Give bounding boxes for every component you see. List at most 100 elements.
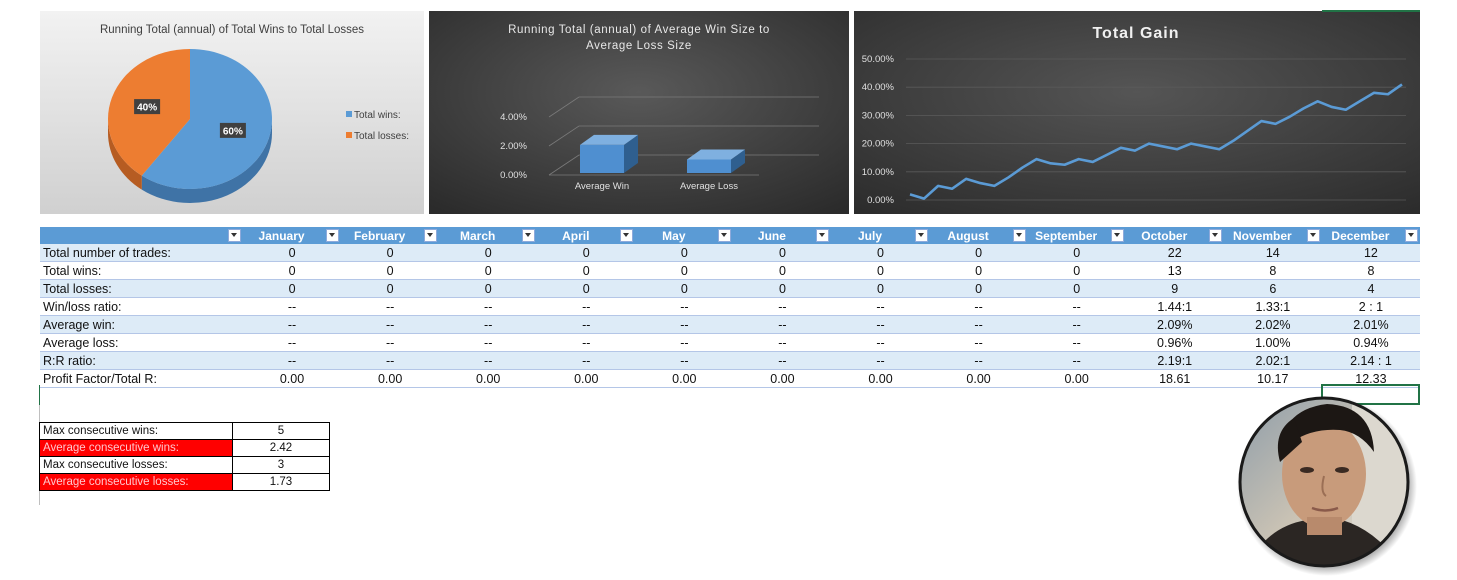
table-cell[interactable]: 10.17 (1223, 369, 1322, 388)
table-cell[interactable]: 0.00 (635, 369, 734, 388)
table-cell[interactable]: 0.96% (1125, 333, 1224, 352)
table-cell[interactable]: -- (831, 333, 930, 352)
table-cell[interactable]: 14 (1223, 244, 1322, 262)
summary-value[interactable]: 1.73 (232, 473, 330, 491)
header-april[interactable]: April (537, 227, 636, 244)
table-cell[interactable]: -- (1027, 297, 1126, 316)
header-july[interactable]: July (831, 227, 930, 244)
table-cell[interactable]: -- (439, 315, 538, 334)
row-label[interactable]: Average win: (40, 315, 243, 334)
table-cell[interactable]: 0 (243, 244, 342, 262)
table-cell[interactable]: -- (341, 333, 440, 352)
table-cell[interactable]: 0.94% (1321, 333, 1420, 352)
table-cell[interactable]: 8 (1321, 261, 1420, 280)
table-cell[interactable]: 0 (733, 261, 832, 280)
table-cell[interactable]: 0 (243, 279, 342, 298)
filter-dropdown-icon[interactable] (1306, 229, 1320, 242)
table-cell[interactable]: 2.02:1 (1223, 351, 1322, 370)
table-cell[interactable]: -- (537, 315, 636, 334)
table-cell[interactable]: -- (831, 297, 930, 316)
table-cell[interactable]: 0 (243, 261, 342, 280)
row-label[interactable]: Total losses: (40, 279, 243, 298)
table-cell[interactable]: 0 (929, 279, 1028, 298)
table-cell[interactable]: -- (635, 351, 734, 370)
table-cell[interactable]: 1.44:1 (1125, 297, 1224, 316)
table-cell[interactable]: 6 (1223, 279, 1322, 298)
table-cell[interactable]: 0.00 (929, 369, 1028, 388)
table-cell[interactable]: 2 : 1 (1321, 297, 1420, 316)
table-cell[interactable]: 1.33:1 (1223, 297, 1322, 316)
table-cell[interactable]: -- (929, 333, 1028, 352)
table-cell[interactable]: -- (439, 351, 538, 370)
table-cell[interactable]: 0 (929, 261, 1028, 280)
table-cell[interactable]: 22 (1125, 244, 1224, 262)
table-cell[interactable]: -- (635, 333, 734, 352)
filter-dropdown-icon[interactable] (424, 229, 438, 242)
table-cell[interactable]: -- (635, 315, 734, 334)
table-cell[interactable]: 0.00 (831, 369, 930, 388)
table-cell[interactable]: -- (929, 297, 1028, 316)
table-cell[interactable]: -- (537, 351, 636, 370)
table-cell[interactable]: -- (1027, 351, 1126, 370)
filter-dropdown-icon[interactable] (326, 229, 340, 242)
row-label[interactable]: R:R ratio: (40, 351, 243, 370)
table-cell[interactable]: 0.00 (439, 369, 538, 388)
table-cell[interactable]: 0 (1027, 279, 1126, 298)
table-cell[interactable]: 0 (635, 279, 734, 298)
table-cell[interactable]: -- (733, 351, 832, 370)
table-cell[interactable]: -- (341, 297, 440, 316)
table-cell[interactable]: -- (1027, 333, 1126, 352)
table-cell[interactable]: 0 (341, 261, 440, 280)
table-cell[interactable]: 2.02% (1223, 315, 1322, 334)
summary-value[interactable]: 3 (232, 456, 330, 474)
table-cell[interactable]: 0 (733, 279, 832, 298)
table-cell[interactable]: 0 (635, 261, 734, 280)
filter-dropdown-icon[interactable] (1405, 229, 1418, 242)
table-cell[interactable]: 18.61 (1125, 369, 1224, 388)
header-october[interactable]: October (1125, 227, 1224, 244)
table-cell[interactable]: 0.00 (1027, 369, 1126, 388)
filter-dropdown-icon[interactable] (620, 229, 634, 242)
summary-value[interactable]: 5 (232, 422, 330, 440)
filter-dropdown-icon[interactable] (816, 229, 830, 242)
header-december[interactable]: December (1321, 227, 1420, 244)
table-cell[interactable]: -- (733, 333, 832, 352)
table-cell[interactable]: 0 (831, 261, 930, 280)
filter-dropdown-icon[interactable] (718, 229, 732, 242)
table-cell[interactable]: -- (341, 351, 440, 370)
table-cell[interactable]: 0 (439, 244, 538, 262)
row-label[interactable]: Total wins: (40, 261, 243, 280)
table-cell[interactable]: 0 (341, 244, 440, 262)
table-cell[interactable]: 0 (341, 279, 440, 298)
table-cell[interactable]: 0 (537, 279, 636, 298)
table-cell[interactable]: 8 (1223, 261, 1322, 280)
table-cell[interactable]: -- (929, 315, 1028, 334)
table-cell[interactable]: 0 (831, 244, 930, 262)
table-cell[interactable]: -- (831, 351, 930, 370)
header-february[interactable]: February (341, 227, 440, 244)
header-may[interactable]: May (635, 227, 734, 244)
table-cell[interactable]: 13 (1125, 261, 1224, 280)
table-cell[interactable]: 9 (1125, 279, 1224, 298)
header-september[interactable]: September (1027, 227, 1126, 244)
table-cell[interactable]: -- (1027, 315, 1126, 334)
header-label-col[interactable] (40, 227, 243, 244)
row-label[interactable]: Average loss: (40, 333, 243, 352)
table-cell[interactable]: -- (537, 333, 636, 352)
table-cell[interactable]: 2.19:1 (1125, 351, 1224, 370)
table-cell[interactable]: 1.00% (1223, 333, 1322, 352)
row-label[interactable]: Profit Factor/Total R: (40, 369, 243, 388)
table-cell[interactable]: 0.00 (341, 369, 440, 388)
table-cell[interactable]: -- (831, 315, 930, 334)
table-cell[interactable]: -- (733, 315, 832, 334)
table-cell[interactable]: 0 (537, 244, 636, 262)
table-cell[interactable]: -- (439, 297, 538, 316)
summary-value[interactable]: 2.42 (232, 439, 330, 457)
table-cell[interactable]: -- (341, 315, 440, 334)
filter-dropdown-icon[interactable] (1208, 229, 1222, 242)
table-cell[interactable]: -- (635, 297, 734, 316)
header-june[interactable]: June (733, 227, 832, 244)
table-cell[interactable]: 0 (537, 261, 636, 280)
table-cell[interactable]: -- (243, 333, 342, 352)
table-cell[interactable]: 0 (635, 244, 734, 262)
